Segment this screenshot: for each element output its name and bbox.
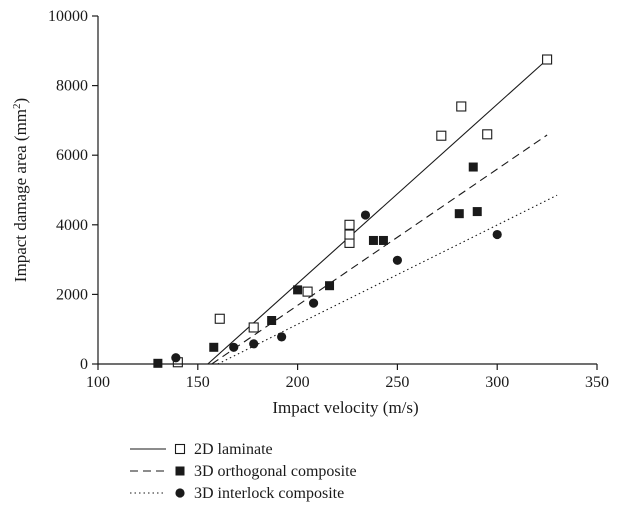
data-point (214, 313, 225, 324)
y-tick-label: 8000 (56, 78, 88, 95)
data-point (302, 286, 313, 297)
fit-line-series-3 (217, 194, 558, 364)
y-tick-label: 2000 (56, 286, 88, 303)
data-point (153, 358, 163, 368)
x-tick-label: 250 (385, 374, 409, 391)
plot-area (153, 54, 558, 368)
data-point (171, 353, 181, 363)
series-3 (171, 194, 558, 364)
y-tick-label: 6000 (56, 147, 88, 164)
data-point (456, 101, 467, 112)
legend-entry: 2D laminate (130, 441, 273, 458)
data-point (249, 339, 259, 349)
legend-entry: 3D orthogonal composite (130, 463, 357, 480)
data-point (248, 322, 259, 333)
data-point (293, 285, 303, 295)
data-point (472, 207, 482, 217)
legend: 2D laminate 3D orthogonal composite 3D int… (130, 441, 357, 502)
x-tick-label: 100 (86, 374, 110, 391)
legend-label: 2D laminate (194, 441, 273, 458)
data-point (267, 316, 277, 325)
fit-line-series-1 (207, 59, 548, 364)
data-point (277, 332, 287, 342)
series-1 (172, 54, 553, 368)
data-point (368, 235, 378, 245)
y-tick-label: 0 (80, 356, 88, 373)
x-axis-label: Impact velocity (m/s) (272, 398, 418, 417)
data-point (492, 229, 502, 240)
data-point (344, 237, 355, 248)
data-point (454, 209, 464, 219)
data-point (360, 210, 371, 220)
data-point (378, 235, 388, 245)
data-point (308, 298, 319, 308)
data-point (209, 342, 219, 352)
data-point (325, 281, 335, 291)
data-point (468, 162, 478, 172)
y-axis-label: Impact damage area (mm2) (11, 98, 30, 282)
legend-marker (175, 466, 185, 476)
x-tick-label: 300 (485, 374, 509, 391)
legend-marker (175, 488, 185, 498)
data-point (542, 54, 553, 65)
y-tick-label: 10000 (48, 8, 88, 25)
legend-label: 3D orthogonal composite (194, 463, 357, 480)
legend-entry: 3D interlock composite (130, 485, 344, 502)
data-point (229, 342, 239, 352)
data-point (344, 229, 355, 240)
x-tick-label: 200 (286, 374, 310, 391)
x-tick-label: 150 (186, 374, 210, 391)
data-point (392, 255, 402, 265)
fit-line-series-2 (211, 134, 548, 364)
series-2 (153, 134, 548, 368)
axes: 100 150 200 250 300 350 0 2000 4000 6000 8000 10000… (11, 8, 609, 417)
y-tick-label: 4000 (56, 217, 88, 234)
data-point (344, 219, 355, 230)
data-point (436, 130, 447, 141)
x-tick-label: 350 (585, 374, 609, 391)
legend-marker (174, 443, 186, 455)
legend-label: 3D interlock composite (194, 485, 344, 502)
data-point (482, 129, 493, 140)
